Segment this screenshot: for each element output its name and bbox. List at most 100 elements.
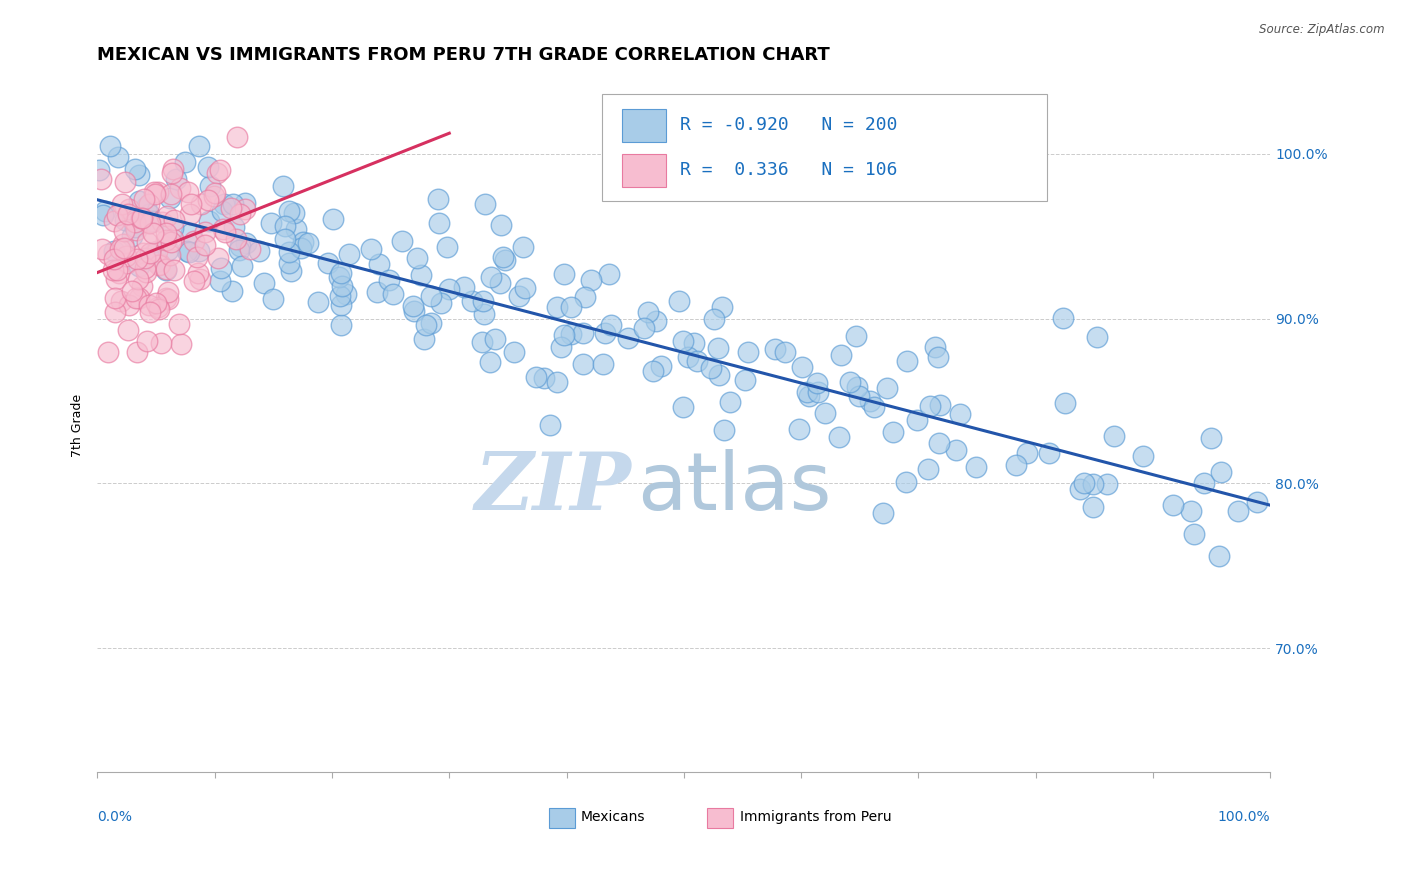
Point xyxy=(329,289,352,303)
Point xyxy=(87,162,110,177)
Point xyxy=(173,155,195,169)
Point xyxy=(488,277,510,291)
Point xyxy=(737,345,759,359)
Point xyxy=(121,228,143,243)
Point xyxy=(132,246,155,260)
Point xyxy=(139,305,162,319)
Point xyxy=(91,242,114,256)
Point xyxy=(882,425,904,439)
Point xyxy=(718,394,741,409)
Point xyxy=(965,459,987,474)
Point xyxy=(672,401,695,415)
Point xyxy=(134,251,156,265)
Point xyxy=(155,233,177,247)
Point xyxy=(145,296,167,310)
Point xyxy=(1209,465,1232,479)
Point xyxy=(162,220,184,235)
Point xyxy=(1182,527,1205,541)
Point xyxy=(734,373,756,387)
Point xyxy=(121,285,143,299)
Point xyxy=(1102,429,1125,443)
Point xyxy=(419,289,441,303)
Point xyxy=(430,295,453,310)
Point xyxy=(478,354,501,368)
Point xyxy=(239,242,262,256)
Point xyxy=(131,279,153,293)
Point xyxy=(1052,311,1074,326)
Point xyxy=(790,360,813,375)
Bar xyxy=(621,153,666,187)
Point xyxy=(163,213,186,227)
Point xyxy=(197,160,219,174)
Point xyxy=(945,442,967,457)
Point xyxy=(188,244,211,258)
Point xyxy=(492,250,515,264)
Point xyxy=(108,266,131,280)
Point xyxy=(848,389,870,403)
Point xyxy=(247,244,270,259)
Point xyxy=(228,243,250,257)
Point xyxy=(707,341,730,355)
Point xyxy=(150,215,173,229)
Point xyxy=(204,186,226,201)
Point xyxy=(503,345,526,359)
Point xyxy=(391,234,413,248)
Point xyxy=(105,263,128,277)
Point xyxy=(128,291,150,305)
Point xyxy=(807,384,830,399)
Point xyxy=(198,213,221,227)
Point xyxy=(668,294,690,309)
Point xyxy=(484,332,506,346)
Point xyxy=(231,260,253,274)
Point xyxy=(112,241,135,255)
Point xyxy=(134,261,156,276)
Point xyxy=(360,242,382,256)
Point xyxy=(1199,431,1222,445)
Point xyxy=(114,224,136,238)
Point xyxy=(221,284,243,298)
Point xyxy=(150,336,173,351)
Point xyxy=(277,255,299,269)
Point xyxy=(209,163,232,178)
Point xyxy=(156,244,179,258)
Point xyxy=(413,332,436,346)
Point xyxy=(1038,445,1060,459)
Point xyxy=(211,203,233,218)
Point xyxy=(406,251,429,265)
Point xyxy=(115,249,138,263)
Point xyxy=(524,370,547,384)
Point xyxy=(187,138,209,153)
Point xyxy=(616,331,638,345)
Point xyxy=(124,162,146,177)
Point xyxy=(896,353,918,368)
Point xyxy=(145,255,167,269)
Point xyxy=(187,267,209,281)
Point xyxy=(260,216,283,230)
Point xyxy=(188,271,211,285)
Point xyxy=(1005,458,1028,472)
Point xyxy=(924,341,946,355)
Point xyxy=(920,399,942,413)
Point xyxy=(489,219,512,233)
Text: ZIP: ZIP xyxy=(474,450,631,526)
Point xyxy=(156,209,179,223)
Point xyxy=(650,359,672,374)
Point xyxy=(156,285,179,300)
Point xyxy=(117,207,139,221)
Point xyxy=(339,246,361,260)
Point xyxy=(285,221,308,235)
Point xyxy=(200,178,222,193)
Point xyxy=(713,424,735,438)
Point xyxy=(136,334,159,348)
Point xyxy=(138,298,160,312)
Point xyxy=(156,293,179,307)
Point xyxy=(94,204,117,219)
Point xyxy=(277,204,299,219)
Point xyxy=(104,305,127,319)
Point xyxy=(169,181,191,195)
Point xyxy=(128,260,150,274)
Point xyxy=(703,312,725,326)
Point xyxy=(1073,475,1095,490)
Point xyxy=(233,202,256,217)
Bar xyxy=(621,109,666,142)
